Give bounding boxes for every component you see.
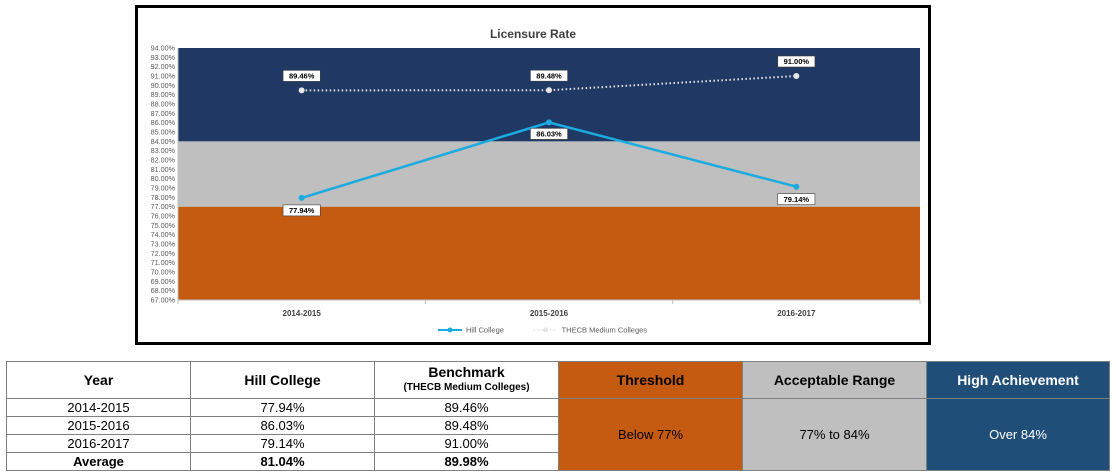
data-label-box	[282, 204, 321, 217]
x-tick-label: 2014-2015	[283, 309, 322, 318]
data-point	[546, 119, 552, 126]
header-acceptable-range: Acceptable Range	[742, 361, 927, 399]
table-row: 2016-2017 79.14% 91.00%	[6, 434, 1110, 453]
data-label-box	[282, 70, 321, 82]
x-tick-label: 2016-2017	[777, 309, 816, 318]
data-point	[546, 87, 552, 94]
y-tick-label: 86.00%	[151, 118, 176, 127]
y-tick-label: 76.00%	[151, 212, 176, 221]
x-axis: 2014-2015 2015-2016 2016-2017	[177, 299, 921, 318]
data-point	[298, 87, 305, 94]
cell-benchmark: 89.46%	[374, 398, 559, 417]
y-tick-label: 92.00%	[151, 62, 176, 71]
data-label-text: 89.48%	[536, 71, 562, 80]
y-tick-label: 93.00%	[151, 53, 176, 62]
data-label: 79.14%	[777, 193, 816, 205]
y-tick-label: 87.00%	[151, 109, 176, 118]
y-tick-label: 88.00%	[151, 100, 176, 109]
cell-benchmark: 91.00%	[374, 434, 559, 453]
y-tick-label: 74.00%	[151, 230, 176, 239]
data-label-text: 77.94%	[289, 206, 315, 215]
legend-label: THECB Medium Colleges	[562, 326, 648, 335]
y-tick-label: 73.00%	[151, 240, 176, 249]
y-tick-label: 78.00%	[151, 193, 176, 202]
table-row: 2015-2016 86.03% 89.48%	[6, 416, 1110, 435]
y-tick-label: 81.00%	[151, 165, 176, 174]
table-row: 2014-2015 77.94% 89.46% Below 77% 77% to…	[6, 398, 1110, 471]
y-tick-label: 80.00%	[151, 174, 176, 183]
legend-label: Hill College	[466, 326, 504, 335]
summary-table: Year Hill College Benchmark (THECB Mediu…	[6, 361, 1110, 471]
series-lines	[298, 73, 800, 201]
header-benchmark-label: Benchmark	[428, 364, 505, 380]
data-label-text: 89.46%	[289, 72, 315, 81]
data-point	[793, 183, 800, 190]
y-axis: 67.00%68.00%69.00%70.00%71.00%72.00%73.0…	[151, 44, 179, 305]
data-label-box	[530, 128, 568, 140]
licensure-rate-chart: 67.00%68.00%69.00%70.00%71.00%72.00%73.0…	[151, 27, 921, 335]
cell-year: 2014-2015	[6, 398, 191, 417]
data-label: 91.00%	[777, 55, 816, 68]
y-tick-label: 85.00%	[151, 128, 176, 137]
y-tick-label: 72.00%	[151, 249, 176, 258]
legend-swatch-marker	[543, 327, 549, 333]
data-label-box	[777, 55, 816, 68]
y-tick-label: 67.00%	[151, 296, 176, 305]
data-label: 86.03%	[530, 128, 568, 140]
data-label: 89.46%	[282, 70, 321, 82]
cell-average-benchmark: 89.98%	[374, 452, 559, 471]
y-tick-label: 68.00%	[151, 286, 176, 295]
y-tick-label: 82.00%	[151, 156, 176, 165]
y-tick-label: 83.00%	[151, 146, 176, 155]
data-label-text: 79.14%	[784, 195, 810, 204]
data-label: 77.94%	[282, 204, 321, 217]
benchmark-bands	[178, 48, 920, 300]
header-year: Year	[6, 361, 191, 399]
header-threshold: Threshold	[558, 361, 743, 399]
y-tick-label: 69.00%	[151, 277, 176, 286]
threshold-text: Below 77%	[558, 398, 743, 471]
chart-legend: Hill College THECB Medium Colleges	[438, 326, 647, 335]
cell-year: 2015-2016	[6, 416, 191, 435]
acceptable-text: 77% to 84%	[742, 398, 927, 471]
data-point	[793, 73, 800, 79]
header-hill-college: Hill College	[190, 361, 375, 399]
cell-hill: 77.94%	[190, 398, 375, 417]
header-high-achievement: High Achievement	[926, 361, 1110, 399]
y-tick-label: 70.00%	[151, 268, 176, 277]
band-threshold	[178, 206, 920, 300]
data-label-box	[777, 193, 816, 205]
cell-benchmark: 89.48%	[374, 416, 559, 435]
x-tick-label: 2015-2016	[530, 309, 569, 318]
chart-frame: 67.00% 68.00% 69.00% 70.00% 71.00% 72.00% 73.0…	[135, 5, 931, 345]
y-tick-label: 90.00%	[151, 81, 176, 90]
table-row-average: Average 81.04% 89.98%	[6, 452, 1110, 471]
table-header-row: Year Hill College Benchmark (THECB Mediu…	[6, 361, 1110, 399]
y-tick-label: 75.00%	[151, 221, 176, 230]
y-tick-label: 71.00%	[151, 258, 176, 267]
header-benchmark: Benchmark (THECB Medium Colleges)	[374, 361, 559, 399]
data-label-text: 91.00%	[784, 57, 810, 66]
chart-title: Licensure Rate	[490, 27, 576, 41]
data-point	[298, 194, 305, 201]
high-text: Over 84%	[926, 398, 1110, 471]
legend-swatch-marker	[447, 327, 453, 333]
cell-hill: 86.03%	[190, 416, 375, 435]
data-label-box	[530, 69, 568, 82]
data-labels: 77.94% 86.03% 79.14% 89.46% 89.48% 91.00%	[282, 55, 816, 217]
cell-average-label: Average	[6, 452, 191, 471]
data-label-text: 86.03%	[536, 130, 562, 139]
header-benchmark-sub: (THECB Medium Colleges)	[403, 382, 530, 393]
y-tick-label: 77.00%	[151, 202, 176, 211]
series-line-thecb-medium-colleges	[301, 75, 797, 92]
y-tick-label: 94.00%	[151, 44, 176, 53]
cell-year: 2016-2017	[6, 434, 191, 453]
y-tick-label: 84.00%	[151, 137, 176, 146]
y-tick-label: 91.00%	[151, 72, 176, 81]
y-tick-label: 79.00%	[151, 184, 176, 193]
cell-average-hill: 81.04%	[190, 452, 375, 471]
data-label: 89.48%	[530, 69, 568, 82]
y-tick-label: 89.00%	[151, 90, 176, 99]
cell-hill: 79.14%	[190, 434, 375, 453]
